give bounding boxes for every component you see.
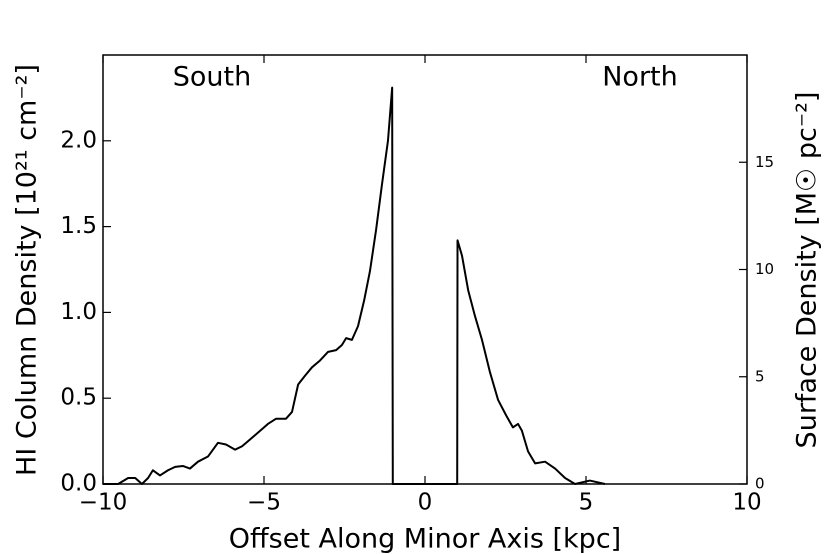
y-tick-label: 1.0: [60, 299, 97, 325]
x-tick-label: 5: [579, 490, 594, 516]
x-tick-label: −10: [79, 490, 128, 516]
y2-tick-label: 15: [755, 153, 774, 171]
x-tick-label: 0: [418, 490, 433, 516]
annotation: North: [602, 62, 678, 93]
plot-frame: [102, 54, 748, 485]
y-tick-label: 1.5: [60, 213, 97, 239]
y-tick-label: 0.0: [60, 471, 97, 497]
x-tick-label: −5: [247, 490, 281, 516]
x-tick-label: 10: [732, 490, 761, 516]
y2-axis-label: Surface Density [M☉ pc⁻²]: [792, 92, 823, 449]
x-axis-label: Offset Along Minor Axis [kpc]: [229, 524, 621, 554]
y-tick-label: 2.0: [60, 127, 97, 153]
y2-tick-label: 0: [755, 475, 765, 493]
annotation: South: [173, 62, 251, 93]
y-axis-label: HI Column Density [10²¹ cm⁻²]: [12, 64, 43, 476]
y-tick-label: 0.5: [60, 385, 97, 411]
data-line: [103, 86, 606, 485]
y2-tick-label: 5: [755, 367, 765, 385]
y2-tick-label: 10: [755, 260, 774, 278]
